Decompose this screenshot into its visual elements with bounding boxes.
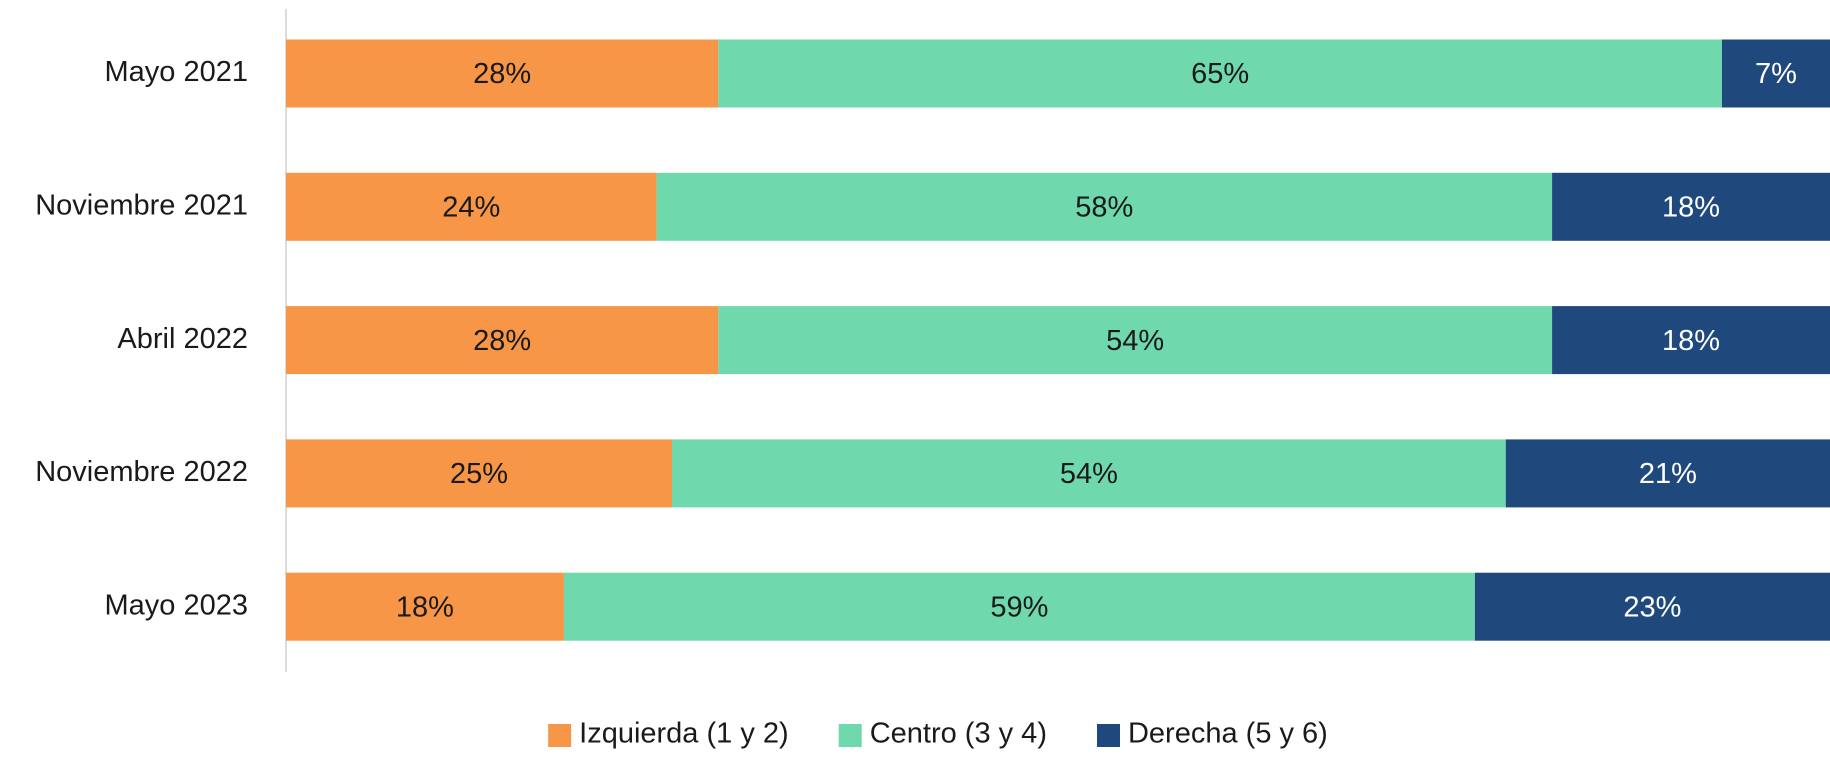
y-tick-label: Mayo 2023	[105, 589, 249, 621]
bar-segment	[286, 39, 719, 108]
bar-segment	[563, 572, 1475, 641]
y-tick-label: Noviembre 2021	[35, 189, 248, 221]
data-label: 28%	[473, 325, 531, 357]
bar-segment	[1721, 39, 1830, 108]
y-tick-label: Abril 2022	[117, 323, 248, 355]
data-label: 25%	[450, 458, 508, 490]
legend-label: Izquierda (1 y 2)	[579, 718, 789, 750]
data-label: 18%	[396, 591, 454, 623]
data-label: 54%	[1060, 458, 1118, 490]
data-label: 18%	[1662, 191, 1720, 223]
bar-segment	[672, 439, 1506, 508]
bar-segment	[1505, 439, 1830, 508]
legend-swatch	[1096, 724, 1120, 747]
legend-swatch	[548, 724, 572, 747]
y-tick-label: Mayo 2021	[105, 56, 249, 88]
bar-segment	[1474, 572, 1830, 641]
y-tick-label: Noviembre 2022	[35, 456, 248, 488]
bar-segment	[286, 306, 719, 375]
data-label: 28%	[473, 58, 531, 90]
legend-swatch	[838, 724, 862, 747]
data-label: 58%	[1075, 191, 1133, 223]
bar-segment	[286, 439, 672, 508]
bar-segment	[1552, 306, 1830, 375]
data-label: 59%	[990, 591, 1048, 623]
bar-segment	[286, 172, 657, 241]
legend-label: Derecha (5 y 6)	[1128, 718, 1328, 750]
data-label: 24%	[442, 191, 500, 223]
bar-segment	[1552, 172, 1830, 241]
bar-segment	[718, 39, 1722, 108]
bar-segment	[718, 306, 1553, 375]
bar-segment	[656, 172, 1553, 241]
data-label: 21%	[1639, 458, 1697, 490]
data-label: 23%	[1623, 591, 1681, 623]
legend-label: Centro (3 y 4)	[870, 718, 1047, 750]
data-label: 7%	[1755, 58, 1797, 90]
data-label: 18%	[1662, 325, 1720, 357]
data-label: 54%	[1106, 325, 1164, 357]
data-label: 65%	[1191, 58, 1249, 90]
bar-segment	[286, 572, 564, 641]
